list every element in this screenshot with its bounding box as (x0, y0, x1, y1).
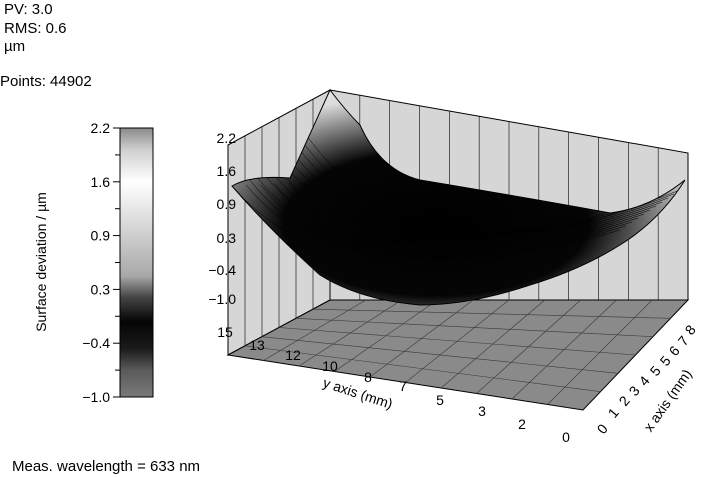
floor (226, 299, 690, 411)
mesh-line (303, 182, 542, 242)
colorbar-tick-label: 2.2 (91, 120, 111, 136)
y-tick-label: 3 (478, 403, 486, 419)
floor-grid-line (261, 336, 619, 374)
points-label: Points: 44902 (0, 73, 92, 90)
mesh-line (360, 179, 599, 238)
mesh-line (269, 144, 651, 246)
colorbar-tick-label: 0.9 (91, 228, 111, 244)
y-tick-label: 0 (562, 429, 570, 445)
wavelength-label: Meas. wavelength = 633 nm (12, 458, 201, 475)
y-tick-label: 7 (399, 378, 407, 394)
x-tick-label: 3 (626, 383, 643, 399)
mesh-line (288, 182, 528, 243)
z-tick-label: 0.9 (217, 196, 237, 212)
y-tick-label: 12 (285, 347, 301, 363)
pv-label: PV: 3.0 (4, 1, 53, 18)
mesh-line (261, 158, 639, 252)
colorbar-label: Surface deviation / µm (33, 192, 49, 332)
floor-grid-line (295, 318, 654, 337)
mesh-line (257, 165, 633, 255)
surface-fill (231, 89, 686, 306)
z-tick-label: 1.6 (217, 163, 237, 179)
x-tick-label: 0 (594, 421, 611, 437)
mesh-line (346, 180, 585, 239)
mesh-line (260, 184, 499, 245)
mesh-line (281, 123, 669, 237)
y-tick-label: 8 (364, 369, 372, 385)
colorbar-tick-label: 1.6 (91, 174, 111, 190)
x-tick-label: 1 (605, 405, 622, 421)
colorbar: 2.2 1.6 0.9 0.3 −0.4 −1.0 Surface deviation /… (33, 120, 154, 405)
floor-grid-line (312, 308, 671, 319)
z-tick-label: 2.2 (217, 130, 237, 146)
z-tick-label: −0.4 (208, 262, 236, 278)
x-tick-label: 5 (647, 363, 664, 379)
mesh-line (232, 185, 471, 247)
mesh-line (249, 179, 621, 261)
y-tick-label: 15 (217, 324, 233, 340)
unit-label: µm (4, 38, 26, 55)
x-tick-label: 8 (682, 322, 699, 338)
y-tick-label: 5 (436, 392, 444, 408)
y-tick-label: 2 (518, 416, 526, 432)
y-tick-label: 13 (249, 337, 265, 353)
y-axis-label: y axis (mm) (321, 374, 395, 412)
colorbar-tick-label: −0.4 (82, 335, 110, 351)
mesh-line (277, 130, 663, 240)
mesh-line (289, 109, 681, 231)
surface-mesh (231, 89, 686, 306)
mesh-line (253, 172, 627, 258)
mesh-line (403, 177, 642, 235)
mesh-line (246, 185, 485, 246)
floor-grid-line (244, 345, 601, 392)
colorbar-tick-label: −1.0 (82, 389, 110, 405)
y-tick-label: 10 (322, 358, 338, 374)
mesh-line (265, 151, 645, 249)
x-axis-label: x axis (mm) (640, 366, 695, 434)
x-tick-label: 6 (666, 343, 683, 359)
z-tick-label: −1.0 (208, 291, 236, 307)
mesh-line (273, 137, 657, 243)
x-tick-label: 2 (616, 393, 633, 409)
mesh-line (285, 116, 675, 234)
floor-grid-line (278, 327, 636, 356)
rms-label: RMS: 0.6 (4, 20, 67, 37)
colorbar-gradient (119, 127, 154, 398)
mesh-line (317, 181, 556, 241)
mesh-line (388, 178, 628, 236)
x-tick-label: 4 (636, 373, 653, 389)
colorbar-tick-label: 0.3 (91, 281, 111, 297)
z-tick-label: 0.3 (217, 230, 237, 246)
mesh-line (274, 183, 513, 244)
x-tick-label: 5 (657, 353, 674, 369)
